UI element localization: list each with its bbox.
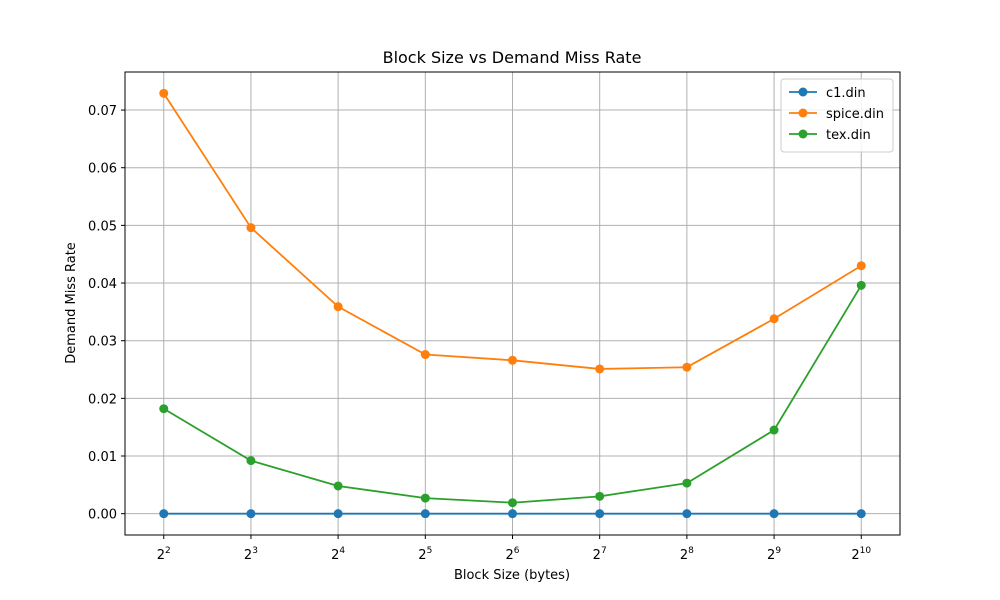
data-point-c1-din: [856, 509, 866, 519]
data-point-spice-din: [159, 88, 169, 98]
legend-swatch-marker: [798, 87, 808, 97]
x-tick-label: 210: [851, 546, 871, 563]
x-tick-label: 27: [593, 546, 607, 563]
data-point-tex-din: [420, 493, 430, 503]
y-tick-label: 0.01: [88, 450, 117, 465]
y-tick-label: 0.02: [88, 392, 117, 407]
legend-entry-label: spice.din: [826, 107, 884, 122]
data-point-spice-din: [769, 314, 779, 324]
y-tick-label: 0.06: [88, 162, 117, 177]
data-point-tex-din: [508, 498, 517, 508]
data-point-c1-din: [333, 509, 343, 519]
legend-swatch-marker: [798, 129, 808, 139]
legend-entry-label: c1.din: [826, 86, 866, 101]
y-tick-label: 0.07: [88, 104, 117, 119]
x-tick-label: 22: [157, 546, 171, 563]
data-point-tex-din: [769, 425, 779, 435]
legend-swatch-marker: [798, 108, 808, 118]
data-point-c1-din: [420, 509, 430, 519]
data-point-c1-din: [508, 509, 517, 519]
x-tick-label: 23: [244, 546, 258, 563]
data-point-tex-din: [595, 491, 605, 501]
x-tick-label: 26: [505, 546, 519, 563]
legend: c1.din spice.din tex.din: [780, 78, 894, 153]
grid: [125, 72, 900, 535]
data-point-tex-din: [856, 280, 866, 290]
x-axis-label: Block Size (bytes): [454, 568, 570, 583]
legend-entry-label: tex.din: [826, 128, 871, 143]
y-tick-label: 0.00: [88, 508, 117, 523]
data-point-tex-din: [159, 404, 169, 414]
data-point-c1-din: [246, 509, 256, 519]
y-tick-label: 0.05: [88, 219, 117, 234]
data-point-spice-din: [420, 350, 430, 360]
y-tick-label: 0.03: [88, 335, 117, 350]
data-point-spice-din: [682, 362, 692, 372]
x-tick-label: 25: [418, 546, 432, 563]
data-point-spice-din: [856, 261, 866, 271]
data-point-spice-din: [508, 355, 517, 365]
data-point-spice-din: [595, 364, 605, 374]
x-tick-label: 29: [767, 546, 781, 563]
series-layer: [159, 88, 866, 519]
data-point-tex-din: [682, 478, 692, 488]
data-point-c1-din: [159, 509, 169, 519]
data-point-tex-din: [333, 481, 343, 491]
data-point-tex-din: [246, 456, 256, 466]
y-axis-label: Demand Miss Rate: [64, 242, 79, 364]
x-tick-label: 28: [680, 546, 694, 563]
x-axis-ticks: 22 23 24 25 26 27 28 29 210: [157, 535, 871, 563]
data-point-spice-din: [246, 223, 256, 233]
data-point-c1-din: [595, 509, 605, 519]
data-point-spice-din: [333, 302, 343, 312]
y-tick-label: 0.04: [88, 277, 117, 292]
data-point-c1-din: [682, 509, 692, 519]
chart-title: Block Size vs Demand Miss Rate: [383, 48, 642, 67]
x-tick-label: 24: [331, 546, 345, 563]
y-axis-ticks: 0.00 0.01 0.02 0.03 0.04 0.05 0.06 0.07: [88, 104, 125, 523]
data-point-c1-din: [769, 509, 779, 519]
